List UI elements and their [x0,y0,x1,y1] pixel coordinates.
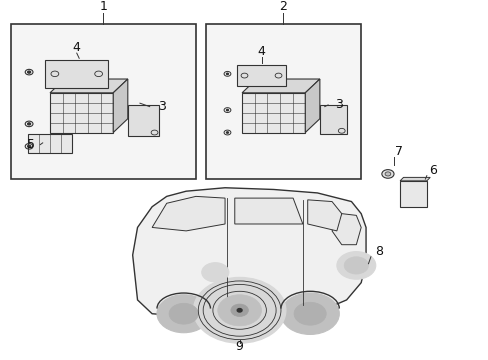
Text: 2: 2 [279,0,287,13]
Polygon shape [50,79,127,93]
Circle shape [344,257,368,274]
Polygon shape [132,188,366,319]
Bar [11,24,196,179]
Bar [242,93,305,132]
Bar [237,65,285,86]
Polygon shape [113,79,127,132]
Bar [205,24,361,179]
Circle shape [157,295,210,333]
Polygon shape [305,79,319,132]
Circle shape [193,278,285,343]
Text: 3: 3 [158,100,165,113]
Ellipse shape [384,172,390,176]
Text: 1: 1 [100,0,107,13]
Polygon shape [331,213,361,245]
Bar [399,181,426,207]
Text: 9: 9 [235,340,243,353]
Polygon shape [307,200,341,231]
Circle shape [237,309,242,312]
Polygon shape [234,198,302,224]
Bar [127,105,159,136]
Circle shape [336,252,375,279]
Text: 4: 4 [73,41,81,54]
Polygon shape [152,196,224,231]
Polygon shape [399,177,429,181]
Text: 6: 6 [428,164,436,177]
Bar [45,60,108,87]
Text: 8: 8 [374,245,383,258]
Text: 5: 5 [26,138,35,151]
Circle shape [226,132,228,133]
Circle shape [169,303,198,324]
Circle shape [226,109,228,111]
Polygon shape [242,79,319,93]
Circle shape [281,293,339,334]
Circle shape [230,304,248,316]
Ellipse shape [381,170,393,178]
Circle shape [293,302,325,325]
Text: 3: 3 [335,98,343,111]
Circle shape [201,263,228,282]
Text: 7: 7 [394,145,402,158]
Circle shape [28,145,30,147]
Text: 4: 4 [257,45,265,58]
Circle shape [217,295,261,326]
Bar [50,93,113,132]
Bar [28,134,72,153]
Circle shape [28,71,30,73]
Circle shape [226,73,228,75]
Circle shape [28,123,30,125]
Bar [319,105,346,134]
